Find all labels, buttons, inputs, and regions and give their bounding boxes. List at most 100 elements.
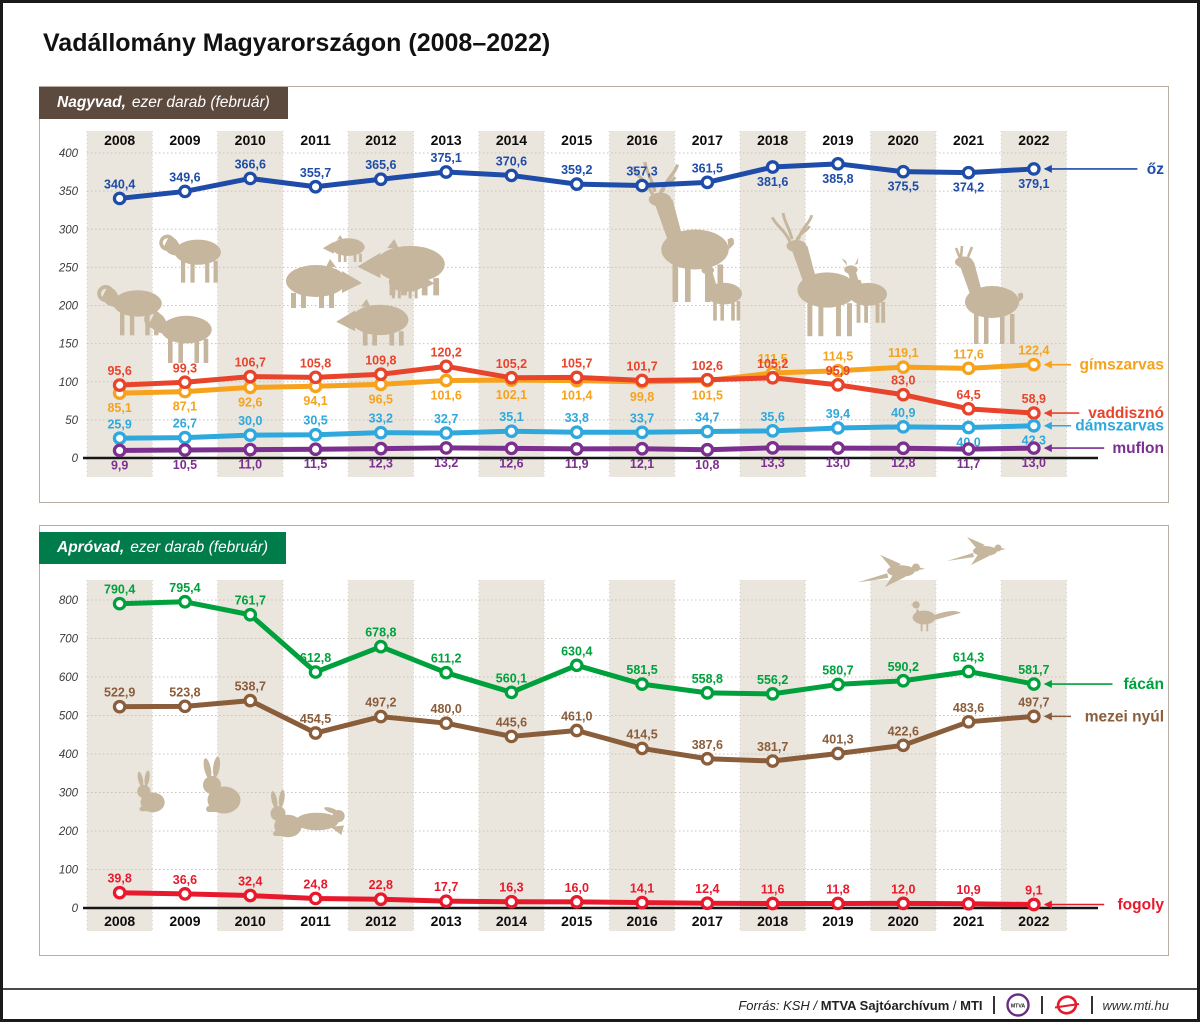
data-point-gimszarvas — [961, 361, 976, 376]
badge-title: Apróvad, — [57, 539, 125, 556]
year-label: 2010 — [235, 132, 266, 148]
value-label-fogoly: 16,0 — [565, 881, 589, 895]
data-point-fogoly — [178, 887, 192, 901]
data-point-facan — [569, 658, 584, 673]
data-point-oz — [1026, 162, 1041, 176]
value-label-gimszarvas: 102,1 — [496, 388, 527, 402]
value-label-damszarvas: 33,2 — [369, 412, 393, 426]
value-label-gimszarvas: 117,6 — [953, 347, 984, 361]
value-label-mezei-nyul: 422,6 — [888, 724, 919, 738]
series-mezei-nyul: 522,9 523,8 538,7 454,5 497,2 480,0 445,6 461,0… — [104, 680, 1050, 768]
data-point-fogoly — [373, 892, 388, 907]
data-point-facan — [504, 685, 519, 700]
data-point-oz — [504, 168, 519, 183]
value-label-facan: 590,2 — [888, 660, 919, 674]
flying-pheasant-silhouette — [857, 554, 926, 588]
value-label-oz: 357,3 — [626, 165, 657, 179]
value-label-oz: 340,4 — [104, 177, 135, 191]
y-axis-tick: 200 — [58, 301, 79, 313]
data-point-facan — [961, 664, 976, 679]
value-label-gimszarvas: 111,5 — [758, 352, 788, 366]
value-label-mezei-nyul: 483,6 — [953, 701, 984, 715]
value-label-damszarvas: 33,8 — [565, 411, 589, 425]
big-game-panel: Nagyvad, ezer darab (február) 0 50 100 150 2… — [39, 86, 1169, 503]
data-point-gimszarvas — [243, 380, 258, 395]
big-game-silhouettes — [97, 161, 1024, 363]
mtva-logo-icon: MTVA — [1005, 993, 1030, 1017]
value-label-mezei-nyul: 454,5 — [300, 712, 331, 726]
value-label-fogoly: 17,7 — [434, 880, 458, 894]
footer: Forrás: KSH / MTVA Sajtóarchívum / MTI M… — [738, 991, 1169, 1019]
source-slash: / — [952, 997, 957, 1013]
small-game-silhouettes — [137, 537, 1006, 838]
y-axis-tick: 500 — [59, 711, 79, 723]
legend-gimszarvas: gímszarvas — [1043, 357, 1164, 374]
data-point-muflon — [504, 441, 519, 456]
data-point-facan — [112, 596, 127, 611]
y-axis-tick: 0 — [72, 453, 79, 465]
data-point-facan — [700, 686, 715, 700]
value-label-gimszarvas: 101,6 — [431, 389, 462, 403]
data-point-muflon — [831, 441, 845, 455]
data-point-damszarvas — [373, 425, 388, 440]
value-label-fogoly: 16,3 — [499, 881, 523, 895]
data-point-mezei-nyul — [373, 709, 388, 724]
website-link: www.mti.hu — [1102, 997, 1169, 1013]
data-point-mezei-nyul — [961, 714, 976, 729]
data-point-fogoly — [569, 894, 584, 909]
value-label-facan: 612,8 — [300, 651, 331, 665]
value-label-damszarvas: 34,7 — [695, 411, 719, 425]
year-label: 2020 — [888, 132, 919, 148]
value-label-muflon: 12,6 — [499, 456, 523, 470]
year-label: 2014 — [496, 913, 527, 929]
data-point-vaddiszno — [961, 401, 976, 416]
deer-silhouette — [954, 245, 1024, 344]
value-label-fogoly: 24,8 — [303, 877, 327, 891]
value-label-vaddiszno: 64,5 — [956, 388, 980, 402]
year-label: 2021 — [953, 913, 984, 929]
value-label-gimszarvas: 96,5 — [369, 392, 393, 406]
value-label-vaddiszno: 120,2 — [431, 345, 462, 359]
value-label-mezei-nyul: 461,0 — [561, 710, 592, 724]
nagyvad-plot: 0 50 100 150 200 250 300 350 400 2008 2009 2010 201… — [58, 131, 1164, 477]
footer-separator — [3, 988, 1197, 990]
value-label-vaddiszno: 58,9 — [1022, 392, 1046, 406]
data-point-damszarvas — [635, 425, 649, 440]
value-label-facan: 580,7 — [822, 663, 853, 677]
value-label-vaddiszno: 105,8 — [300, 356, 331, 370]
year-label: 2010 — [235, 913, 266, 929]
data-point-oz — [700, 175, 715, 190]
value-label-muflon: 10,8 — [695, 458, 719, 472]
wild-boar-silhouette — [336, 299, 409, 346]
data-point-damszarvas — [700, 424, 715, 439]
value-label-muflon: 13,0 — [826, 456, 850, 470]
value-label-mezei-nyul: 445,6 — [496, 715, 527, 729]
legend-arrow-icon — [1043, 164, 1052, 173]
data-point-facan — [765, 687, 780, 701]
series-fogoly: 39,8 36,6 32,4 24,8 22,8 17,7 16,3 16,0 14,1 12,4… — [107, 872, 1043, 912]
badge-subtitle: ezer darab (február) — [131, 94, 270, 111]
year-label: 2009 — [169, 913, 200, 929]
data-point-facan — [896, 673, 911, 688]
series-oz: 340,4 349,6 366,6 355,7 365,6 375,1 370,6 359,2… — [104, 151, 1050, 206]
data-point-damszarvas — [112, 431, 127, 446]
year-label: 2015 — [561, 132, 592, 148]
divider — [1040, 996, 1043, 1014]
data-point-vaddiszno — [1026, 406, 1041, 420]
data-point-damszarvas — [1026, 418, 1041, 433]
data-point-oz — [961, 165, 976, 180]
data-point-damszarvas — [178, 430, 192, 445]
data-point-vaddiszno — [178, 375, 192, 390]
value-label-gimszarvas: 99,8 — [630, 390, 654, 404]
value-label-damszarvas: 32,7 — [434, 412, 458, 426]
data-point-muflon — [439, 441, 453, 455]
data-point-damszarvas — [243, 428, 258, 442]
data-point-muflon — [308, 442, 323, 457]
value-label-fogoly: 12,4 — [695, 882, 719, 896]
value-label-vaddiszno: 95,9 — [826, 364, 850, 378]
value-label-fogoly: 36,6 — [173, 873, 197, 887]
data-point-damszarvas — [961, 420, 976, 435]
value-label-fogoly: 22,8 — [369, 878, 393, 892]
wild-boar-silhouette — [388, 269, 435, 299]
data-point-vaddiszno — [243, 369, 258, 384]
